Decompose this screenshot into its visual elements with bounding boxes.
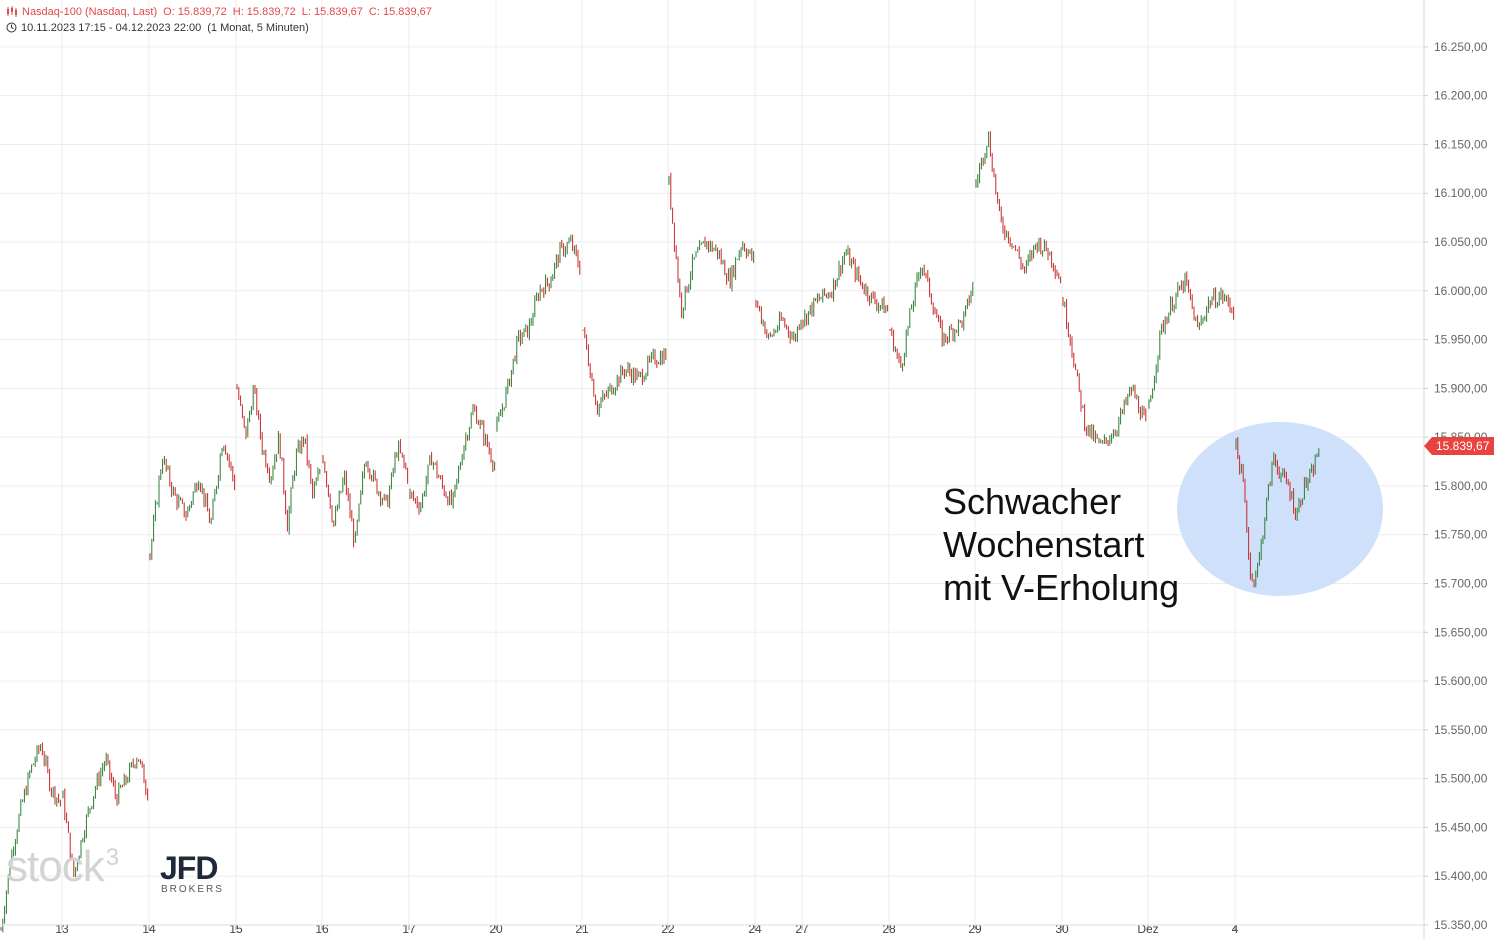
session-17 bbox=[409, 403, 496, 515]
x-tick-label: 27 bbox=[795, 922, 809, 936]
x-tick-label: 30 bbox=[1055, 922, 1069, 936]
session-29 bbox=[975, 131, 1062, 284]
session-28 bbox=[889, 264, 974, 372]
session-16 bbox=[322, 439, 409, 548]
range-header: 10.11.2023 17:15 - 04.12.2023 22:00 (1 Mo… bbox=[6, 22, 315, 34]
session-Dez bbox=[1148, 271, 1235, 409]
x-tick-label: 24 bbox=[748, 922, 762, 936]
annotation-line-2: Wochenstart bbox=[943, 524, 1145, 565]
date-range: 10.11.2023 17:15 - 04.12.2023 22:00 bbox=[21, 22, 202, 34]
x-tick-label: 28 bbox=[882, 922, 896, 936]
y-tick-label: 15.600,00 bbox=[1434, 674, 1488, 688]
jfd-brokers-text: BROKERS bbox=[161, 884, 224, 895]
y-tick-label: 15.800,00 bbox=[1434, 479, 1488, 493]
low-value: L: 15.839,67 bbox=[301, 6, 363, 18]
x-tick-label: 16 bbox=[315, 922, 329, 936]
stock3-logo: stock3 bbox=[6, 842, 119, 892]
x-tick-label: 21 bbox=[575, 922, 589, 936]
annotation-line-3: mit V-Erholung bbox=[943, 567, 1180, 608]
y-tick-label: 16.250,00 bbox=[1434, 40, 1488, 54]
annotation-line-1: Schwacher bbox=[943, 481, 1122, 522]
chart-annotation: Schwacher Wochenstart mit V-Erholung bbox=[943, 480, 1179, 609]
session-27 bbox=[802, 245, 889, 329]
y-tick-label: 16.050,00 bbox=[1434, 235, 1488, 249]
y-tick-label: 15.450,00 bbox=[1434, 820, 1488, 834]
session-10.11. bbox=[0, 742, 61, 933]
y-tick-label: 15.750,00 bbox=[1434, 528, 1488, 542]
y-tick-label: 15.700,00 bbox=[1434, 577, 1488, 591]
session-14 bbox=[149, 444, 236, 561]
y-tick-label: 15.400,00 bbox=[1434, 869, 1488, 883]
session-24 bbox=[755, 299, 802, 344]
clock-icon bbox=[6, 22, 17, 33]
close-value: C: 15.839,67 bbox=[368, 6, 432, 18]
price-series bbox=[0, 131, 1320, 933]
time-axis: 13 14 15 16 17 20 21 22 24 27 28 29 30 Dez 4 bbox=[0, 922, 1424, 936]
session-15 bbox=[236, 384, 321, 535]
y-tick-label: 15.350,00 bbox=[1434, 918, 1488, 932]
x-tick-label: 14 bbox=[142, 922, 156, 936]
last-price-badge: 15.839,67 bbox=[1423, 437, 1495, 455]
open-value: O: 15.839,72 bbox=[163, 6, 227, 18]
high-value: H: 15.839,72 bbox=[232, 6, 296, 18]
candlestick-icon bbox=[7, 6, 17, 17]
y-tick-label: 15.950,00 bbox=[1434, 333, 1488, 347]
session-22 bbox=[668, 172, 755, 319]
x-tick-label: 15 bbox=[229, 922, 243, 936]
highlight-ellipse bbox=[1177, 422, 1383, 596]
x-tick-label: 17 bbox=[402, 922, 416, 936]
x-tick-label: 13 bbox=[55, 922, 69, 936]
y-tick-label: 15.500,00 bbox=[1434, 772, 1488, 786]
session-30 bbox=[1062, 297, 1147, 447]
x-tick-label: 22 bbox=[661, 922, 675, 936]
y-tick-label: 16.000,00 bbox=[1434, 284, 1488, 298]
instrument-header: Nasdaq-100 (Nasdaq, Last) O: 15.839,72 H: … bbox=[6, 6, 438, 18]
stock3-logo-text: stock bbox=[6, 842, 105, 891]
x-tick-label: 4 bbox=[1232, 922, 1239, 936]
y-tick-label: 16.200,00 bbox=[1434, 89, 1488, 103]
jfd-logo: JFD bbox=[160, 850, 218, 886]
y-tick-label: 15.900,00 bbox=[1434, 381, 1488, 395]
interval: (1 Monat, 5 Minuten) bbox=[207, 22, 309, 34]
instrument-name: Nasdaq-100 (Nasdaq, Last) bbox=[22, 6, 158, 18]
y-tick-label: 15.650,00 bbox=[1434, 625, 1488, 639]
price-axis: 15.350,00 15.400,00 15.450,00 15.500,00 15.5… bbox=[1424, 40, 1488, 932]
x-tick-label: 29 bbox=[968, 922, 982, 936]
x-tick-label: 20 bbox=[489, 922, 503, 936]
session-20 bbox=[496, 234, 581, 432]
session-13 bbox=[62, 752, 149, 878]
y-tick-label: 16.100,00 bbox=[1434, 186, 1488, 200]
y-tick-label: 15.550,00 bbox=[1434, 723, 1488, 737]
session-4 bbox=[1235, 437, 1320, 588]
stock3-logo-sup: 3 bbox=[105, 844, 119, 871]
x-tick-label: Dez bbox=[1137, 922, 1158, 936]
y-tick-label: 16.150,00 bbox=[1434, 137, 1488, 151]
session-21 bbox=[582, 327, 667, 417]
